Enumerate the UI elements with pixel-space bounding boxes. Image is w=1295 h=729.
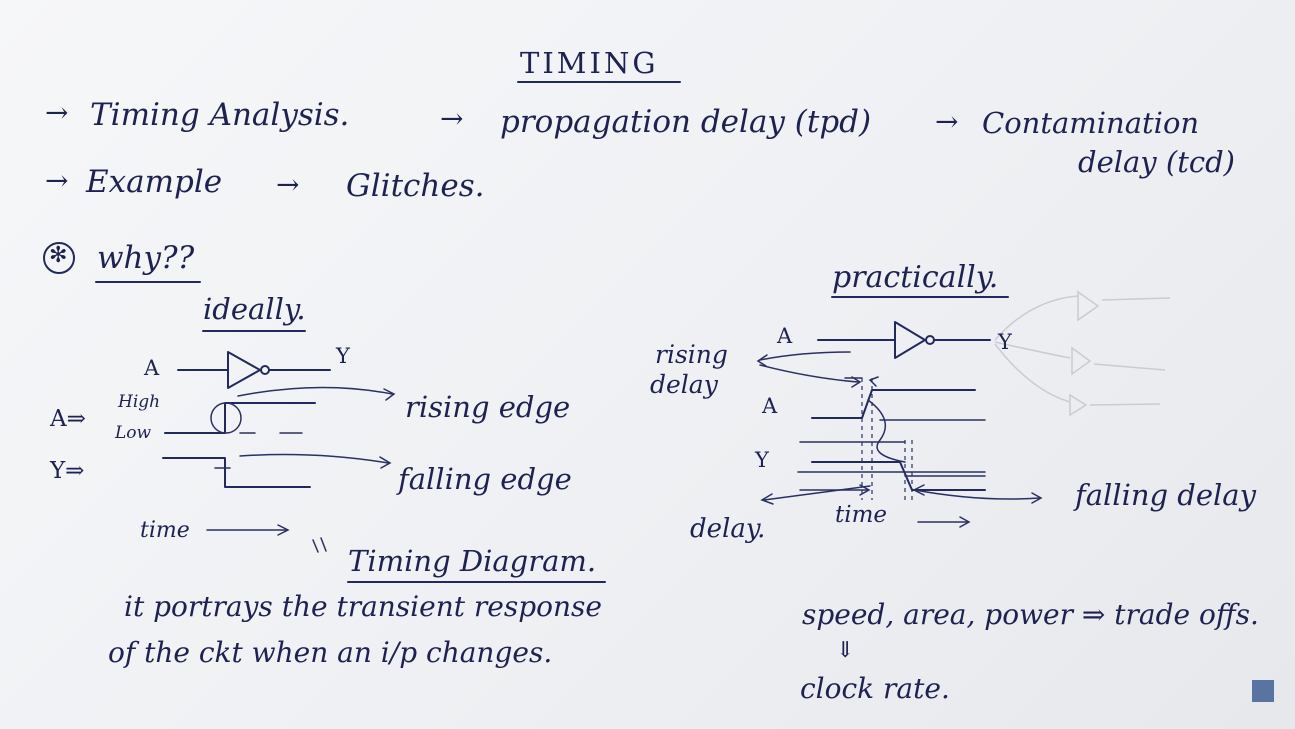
asterisk-icon: ✻ [49,243,68,268]
arrow-icon: → [45,164,69,197]
delay-arrow [763,485,871,501]
down-arrow-icon: ⇓ [836,638,855,663]
rising-delay-arrow [759,351,851,361]
topic-contamination-line1: Contamination [982,106,1200,140]
falling-delay-arrow [914,489,1041,500]
arrow-icon: → [45,96,69,129]
ideal-waveform-a [164,386,396,434]
tradeoffs-label: speed, area, power ⇒ trade offs. [802,598,1259,631]
practical-waveform-y [797,399,986,491]
ideal-waveform-y [162,453,392,488]
topic-example: Example [86,164,223,200]
ideal-y-row-label: Y⇒ [50,458,85,484]
watermark-logo [1252,680,1274,702]
ideal-a-row-label: A⇒ [50,406,86,432]
low-label: Low [115,423,152,443]
rising-edge-label: rising edge [405,390,571,424]
topic-glitches: Glitches. [346,168,485,204]
arrow-icon: → [440,102,464,135]
falling-edge-label: falling edge [398,462,572,496]
ideal-input-label: A [144,356,160,380]
practical-a-row-label: A [762,394,778,418]
why-heading: why?? [97,240,195,276]
ghost-fanout-gates [994,290,1171,417]
delay-label: delay. [690,514,766,544]
bullet-circle [43,242,75,274]
ideal-buffer-gate [177,351,331,389]
practically-heading: practically. [832,260,999,295]
ideal-output-label: Y [336,344,350,368]
falling-delay-label: falling delay [1075,478,1256,512]
topic-propagation-delay: propagation delay (tpd) [500,104,872,140]
high-label: High [118,392,161,412]
practical-output-label: Y [998,330,1012,354]
clock-rate-label: clock rate. [800,672,950,705]
definition-line-1: it portrays the transient response [124,590,602,623]
timing-diagram-label: Timing Diagram. [348,544,597,578]
practical-input-label: A [777,324,793,348]
practical-time-label: time [835,502,888,528]
topic-timing-analysis: Timing Analysis. [90,97,350,133]
page-title: TIMING [520,46,659,80]
practical-buffer-gate [817,321,991,359]
rising-delay-line-2: delay [650,370,718,399]
ideal-time-label: time [140,518,190,543]
practical-y-row-label: Y [755,448,769,472]
topic-contamination-line2: delay (tcd) [1078,145,1235,179]
practical-waveform-a [799,389,986,443]
definition-line-2: of the ckt when an i/p changes. [108,636,553,669]
arrow-icon: → [276,168,300,201]
arrow-icon: → [935,105,959,138]
ideally-heading: ideally. [203,292,306,326]
rising-delay-line-1: rising [655,340,728,369]
